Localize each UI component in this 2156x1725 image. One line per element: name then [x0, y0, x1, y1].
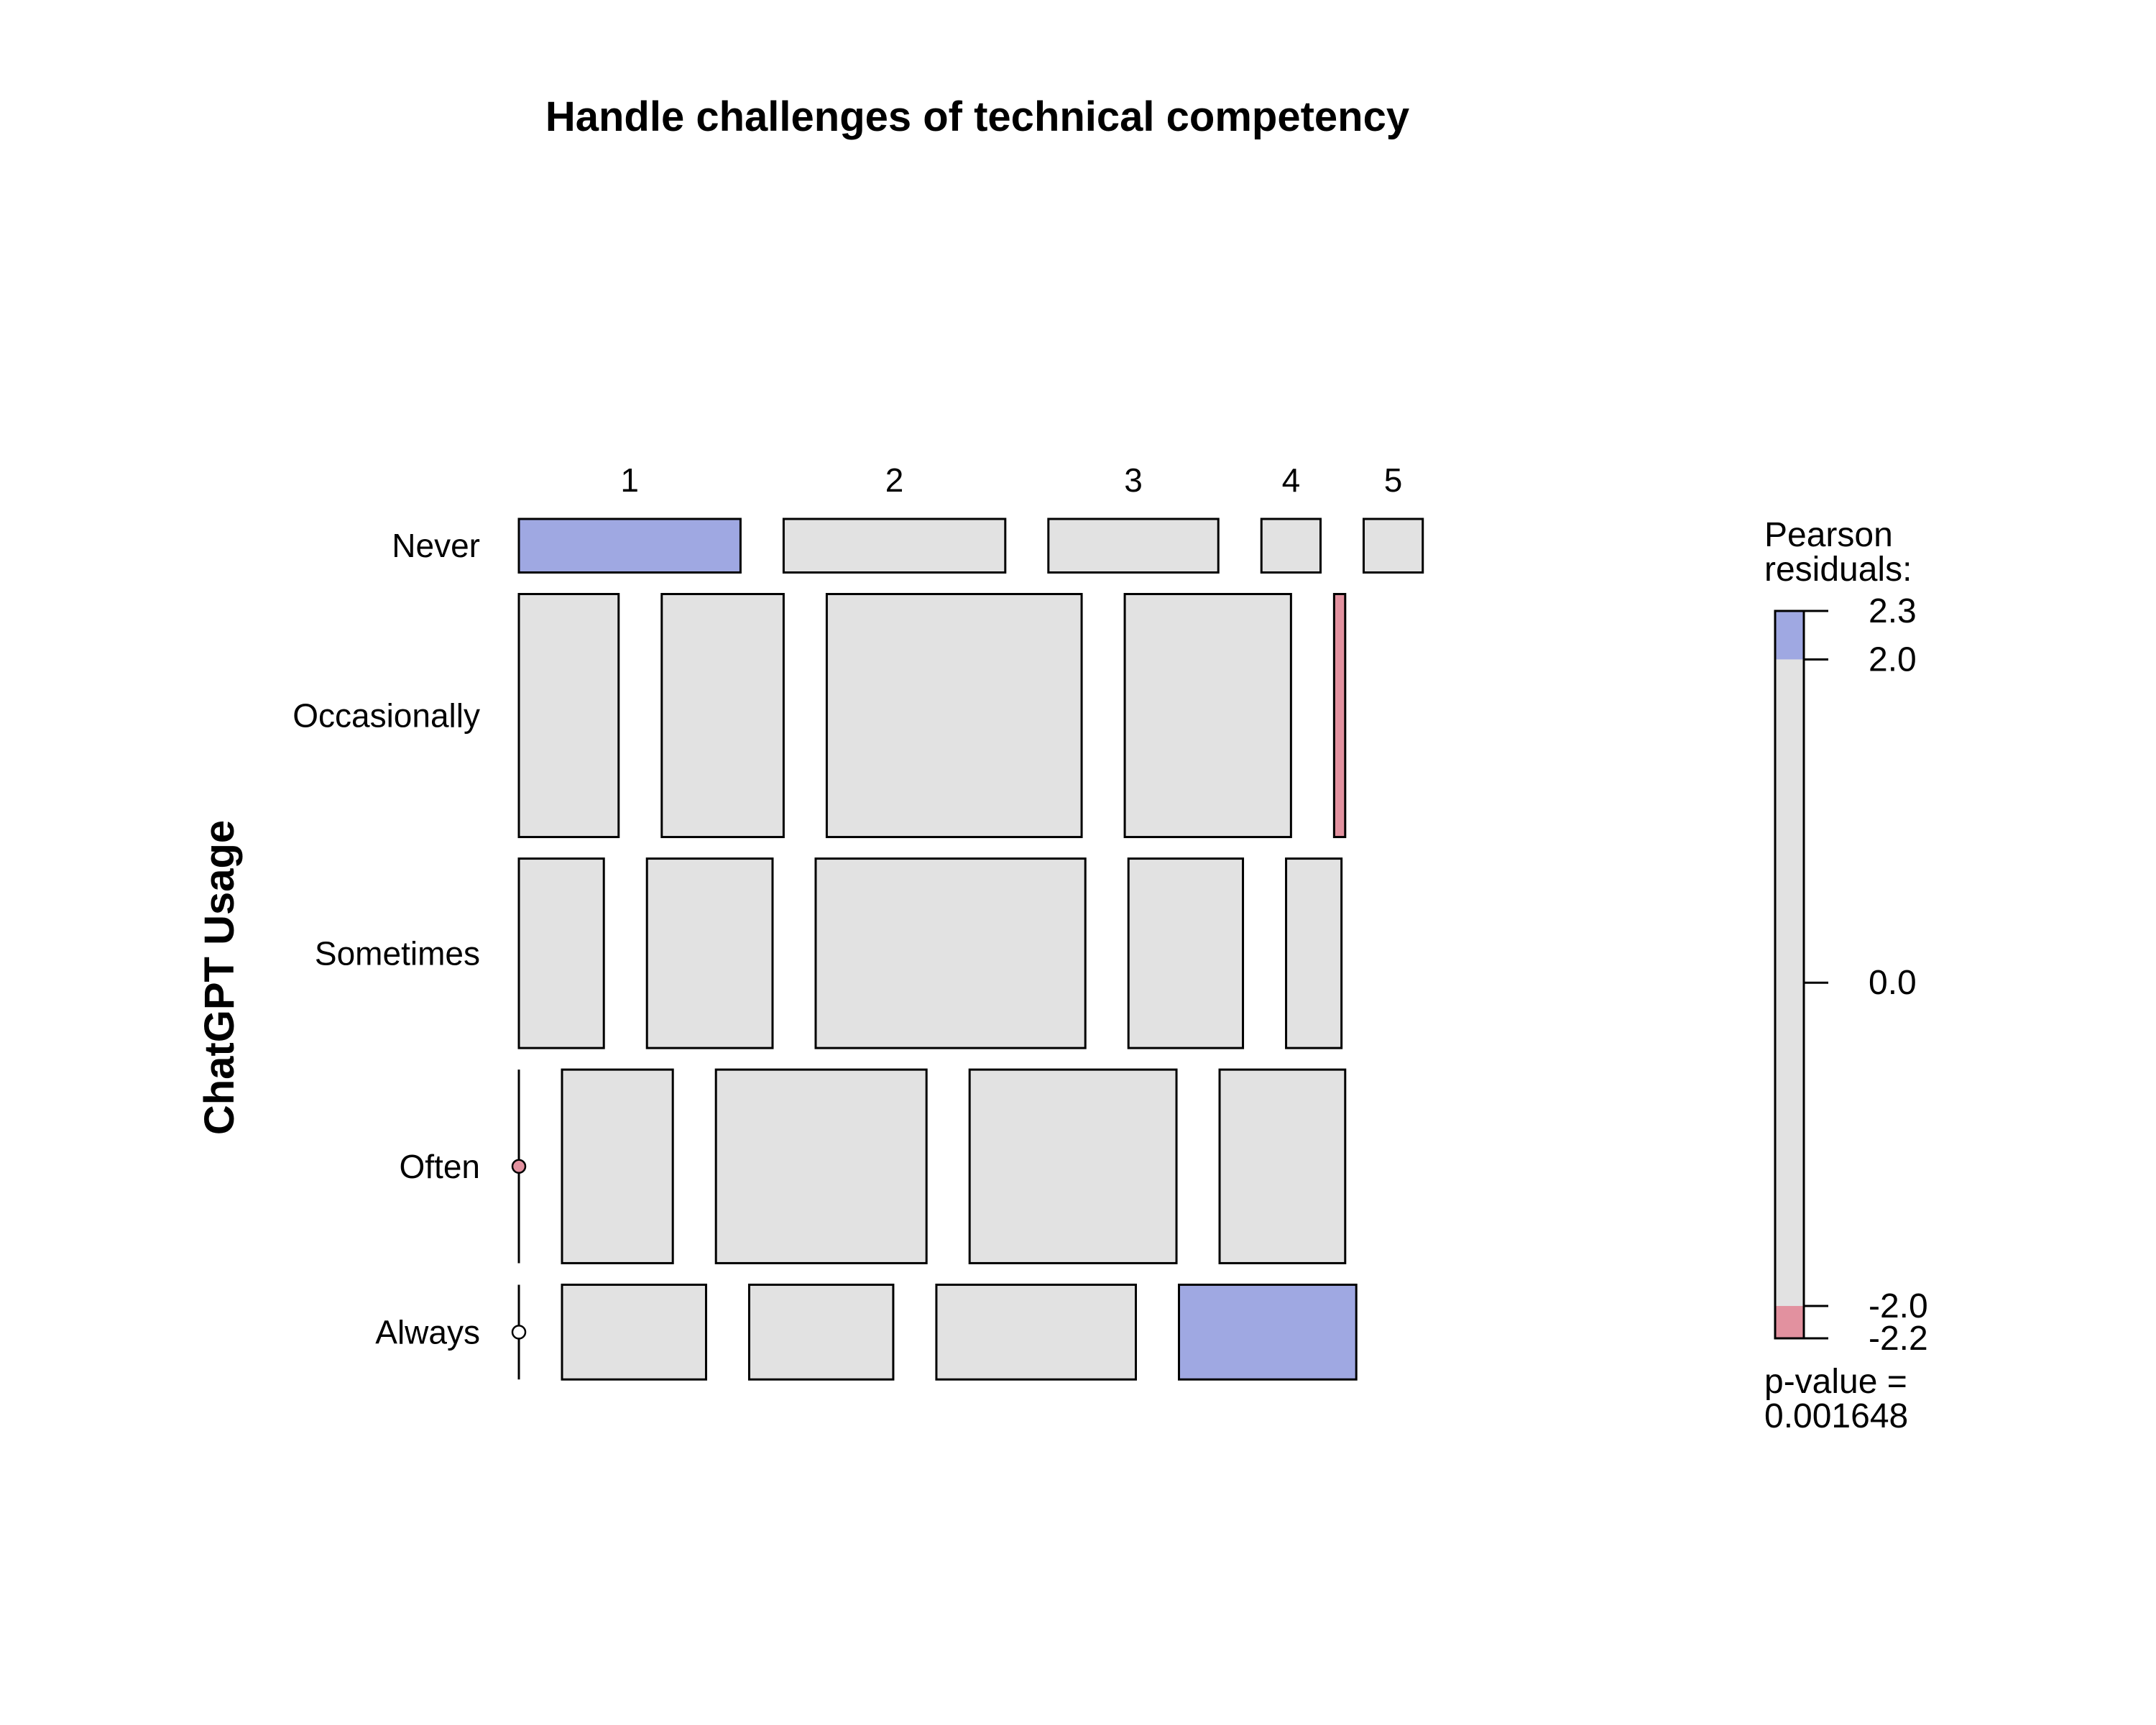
row-label: Sometimes: [315, 934, 480, 972]
mosaic-tile: [968, 1068, 1178, 1264]
legend-title-line2: residuals:: [1764, 551, 1912, 589]
legend-pos-band: [1775, 611, 1804, 660]
mosaic-tile: [1260, 518, 1322, 574]
mosaic-tile: [517, 518, 742, 574]
row-label: Always: [375, 1313, 480, 1351]
mosaic-tile: [714, 1068, 928, 1264]
legend-ticks: 2.3 2.0 0.0 -2.0-2.2: [1804, 592, 1928, 1358]
column-label: 2: [885, 461, 904, 499]
column-label: 4: [1282, 461, 1301, 499]
legend-frame: [1774, 610, 1805, 1340]
mosaic-tile: [1047, 518, 1220, 574]
chart-title: Handle challenges of technical competenc…: [545, 93, 1409, 140]
legend-neg-band: [1775, 1306, 1804, 1338]
mosaic-tile: [1332, 592, 1347, 839]
legend-pvalue-line2: 0.001648: [1764, 1397, 1908, 1435]
mosaic-tile: [814, 857, 1087, 1049]
empty-cell-marker: [511, 1159, 527, 1174]
mosaic-tile: [660, 592, 785, 839]
legend-tick-label: -2.2: [1869, 1320, 1928, 1358]
column-label: 5: [1384, 461, 1403, 499]
legend-tick-label: 2.3: [1869, 592, 1917, 630]
mosaic-tile: [561, 1283, 707, 1381]
mosaic-tile: [1285, 857, 1343, 1049]
mosaic-tile: [1127, 857, 1245, 1049]
mosaic-tile: [1218, 1068, 1347, 1264]
mosaic-tile: [1123, 592, 1292, 839]
legend-tick-label: -2.0: [1869, 1287, 1928, 1325]
mosaic-tile: [1362, 518, 1424, 574]
column-label: 3: [1124, 461, 1143, 499]
mosaic-tile: [747, 1283, 895, 1381]
mosaic-tile: [782, 518, 1007, 574]
mosaic-tile: [1177, 1283, 1358, 1381]
legend-pvalue-line1: p-value =: [1764, 1363, 1907, 1401]
legend-tick-label: 0.0: [1869, 964, 1917, 1002]
legend-title-line1: Pearson: [1764, 516, 1893, 554]
legend-tick-label: 2.0: [1869, 640, 1917, 678]
mosaic-tiles: [511, 518, 1424, 1381]
row-label: Occasionally: [292, 697, 480, 735]
row-labels: Never Occasionally Sometimes Often Always: [292, 527, 480, 1351]
mosaic-tile: [645, 857, 774, 1049]
column-label: 1: [620, 461, 639, 499]
mosaic-tile: [561, 1068, 674, 1264]
legend-colorbar: [1774, 610, 1805, 1340]
empty-cell-marker: [511, 1325, 527, 1340]
row-label: Never: [392, 527, 480, 564]
column-labels: 1 2 3 4 5: [620, 461, 1402, 499]
legend-neutral-band: [1775, 659, 1804, 1307]
legend: Pearson residuals: 2.3 2.0 0.0 -2.0-2.2 p-v…: [1764, 516, 1928, 1435]
mosaic-tile: [825, 592, 1083, 839]
mosaic-tile: [517, 592, 620, 839]
y-axis-label: ChatGPT Usage: [196, 820, 243, 1135]
row-label: Often: [399, 1148, 480, 1185]
mosaic-tile: [517, 857, 605, 1049]
mosaic-tile: [935, 1283, 1137, 1381]
